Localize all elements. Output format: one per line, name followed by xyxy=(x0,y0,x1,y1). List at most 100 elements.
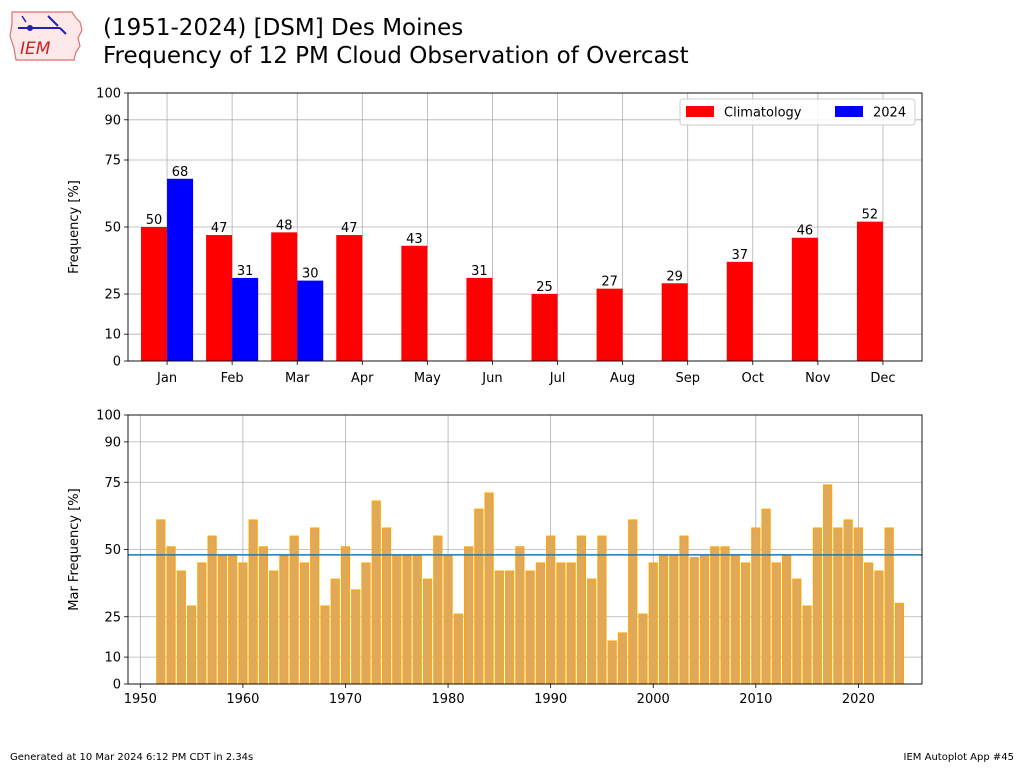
plot-frame xyxy=(127,414,923,685)
legend-swatch-current-year xyxy=(835,106,863,117)
year-bar-2013 xyxy=(781,554,792,685)
year-bar-1968 xyxy=(320,605,330,685)
current-year-value-label: 68 xyxy=(172,165,189,180)
year-bar-1957 xyxy=(207,535,217,685)
y-tick-label: 0 xyxy=(113,355,121,370)
climatology-value-label: 25 xyxy=(536,280,553,295)
year-bar-1998 xyxy=(628,519,638,685)
legend-label-current-year: 2024 xyxy=(873,106,906,121)
climatology-value-label: 46 xyxy=(797,224,814,239)
year-bar-1975 xyxy=(392,554,402,685)
year-bar-2019 xyxy=(843,519,853,685)
climatology-bar-jun xyxy=(466,277,493,361)
chart-title-line1: (1951-2024) [DSM] Des Moines xyxy=(103,15,464,41)
year-bar-1980 xyxy=(443,554,453,685)
year-bar-2011 xyxy=(761,508,771,685)
year-bar-1972 xyxy=(361,562,371,685)
year-bar-1959 xyxy=(228,554,238,685)
year-bar-2004 xyxy=(689,557,699,685)
climatology-bar-jan xyxy=(141,227,168,361)
x-tick-label-1960: 1960 xyxy=(226,692,259,707)
climatology-bar-mar xyxy=(271,232,298,361)
year-bar-1952 xyxy=(156,519,166,685)
year-bar-2015 xyxy=(802,605,812,685)
y-tick-label: 100 xyxy=(96,87,121,102)
year-bar-1956 xyxy=(197,562,207,685)
x-tick-label-dec: Dec xyxy=(870,371,895,386)
year-bar-1967 xyxy=(310,527,320,685)
x-tick-label-2020: 2020 xyxy=(842,692,875,707)
y-tick-label: 50 xyxy=(104,221,121,236)
year-bar-1962 xyxy=(258,546,269,685)
year-bar-2024 xyxy=(894,602,905,685)
climatology-value-label: 29 xyxy=(666,269,683,284)
climatology-value-label: 31 xyxy=(471,264,488,279)
year-bar-1976 xyxy=(402,554,412,685)
climatology-bar-nov xyxy=(791,237,818,361)
year-bar-1990 xyxy=(546,535,556,685)
y-tick-label: 100 xyxy=(96,409,121,424)
year-bar-1966 xyxy=(299,562,310,685)
x-tick-label-nov: Nov xyxy=(805,371,831,386)
year-bar-1993 xyxy=(576,535,587,685)
year-bar-1958 xyxy=(217,554,227,685)
year-bar-1979 xyxy=(433,535,443,685)
climatology-value-label: 47 xyxy=(211,221,228,236)
x-tick-label-jul: Jul xyxy=(549,371,566,386)
y-tick-label: 90 xyxy=(104,113,121,128)
year-bar-1992 xyxy=(566,562,576,685)
x-tick-label-aug: Aug xyxy=(610,371,635,386)
current-year-bar-jan xyxy=(167,178,194,361)
year-bar-2001 xyxy=(658,554,669,685)
year-bar-1973 xyxy=(371,500,381,685)
x-tick-label-mar: Mar xyxy=(285,371,310,386)
year-bar-2009 xyxy=(740,562,751,685)
year-bar-2023 xyxy=(884,527,894,685)
year-bar-2022 xyxy=(874,570,884,685)
year-bar-1985 xyxy=(494,570,504,685)
climatology-value-label: 47 xyxy=(341,221,358,236)
year-bar-2012 xyxy=(771,562,781,685)
year-bar-1981 xyxy=(453,613,463,685)
x-tick-label-2000: 2000 xyxy=(637,692,670,707)
year-bar-1963 xyxy=(269,570,279,685)
year-bar-1974 xyxy=(381,527,392,685)
y-tick-label: 0 xyxy=(113,678,121,693)
year-bar-1953 xyxy=(166,546,176,685)
year-bar-2007 xyxy=(720,546,730,685)
year-bar-1978 xyxy=(422,578,433,685)
year-bar-2017 xyxy=(823,484,833,685)
year-bar-1977 xyxy=(412,554,422,685)
year-bar-1983 xyxy=(474,508,484,685)
year-bar-1991 xyxy=(556,562,566,685)
x-tick-label-may: May xyxy=(414,371,441,386)
year-bar-1965 xyxy=(289,535,299,685)
climatology-bar-apr xyxy=(336,235,363,361)
year-bar-1954 xyxy=(176,570,186,685)
year-bar-1960 xyxy=(238,562,248,685)
climatology-bar-sep xyxy=(661,283,688,361)
app-label: IEM Autoplot App #45 xyxy=(903,752,1014,763)
year-bar-1964 xyxy=(279,554,289,685)
y-tick-label: 90 xyxy=(104,435,121,450)
year-bar-1995 xyxy=(597,535,607,685)
x-tick-label-sep: Sep xyxy=(675,371,700,386)
yearly-march-frequency-chart: 1950 1960 1970 1980 1990 2000 2010 2020 0 10 25 50 7… xyxy=(67,409,923,707)
climatology-value-label: 50 xyxy=(146,213,163,228)
year-bar-1969 xyxy=(330,578,340,685)
current-year-value-label: 30 xyxy=(302,267,319,282)
monthly-frequency-chart: 50 47 48 47 43 31 25 27 29 37 46 52 68 31 30 Jan Feb Mar A… xyxy=(67,87,923,386)
current-year-bar-mar xyxy=(297,280,324,361)
y-tick-label: 25 xyxy=(104,610,121,625)
year-bar-1989 xyxy=(535,562,545,685)
year-bar-1996 xyxy=(607,640,617,685)
chart-legend: Climatology 2024 xyxy=(679,98,916,126)
chart-title-line2: Frequency of 12 PM Cloud Observation of … xyxy=(103,43,689,69)
year-bar-1987 xyxy=(515,546,525,685)
y-tick-label: 10 xyxy=(104,651,121,666)
x-tick-label-1950: 1950 xyxy=(124,692,157,707)
plot-frame xyxy=(127,92,923,362)
year-bar-2008 xyxy=(730,554,740,685)
climatology-bar-feb xyxy=(206,235,233,361)
